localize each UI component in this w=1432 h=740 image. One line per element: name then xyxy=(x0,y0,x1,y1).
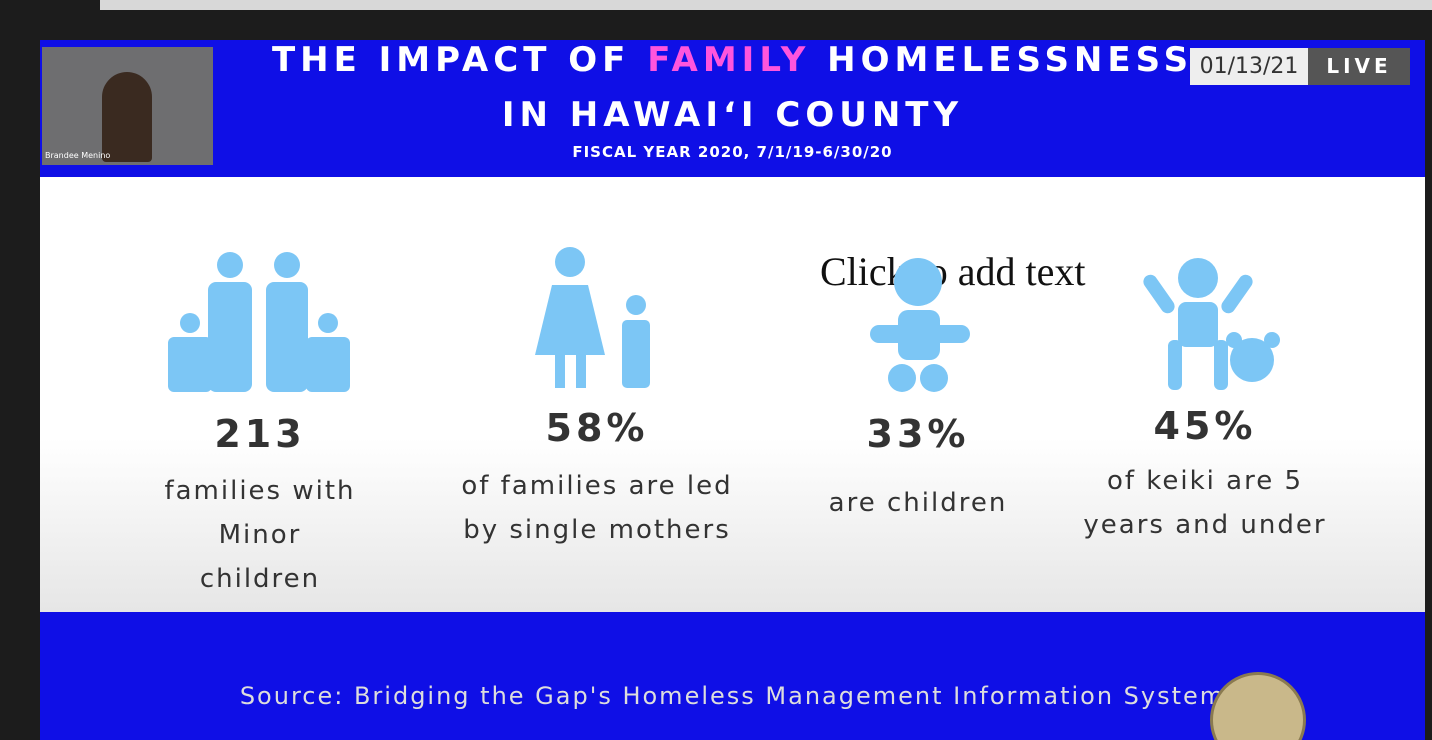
icons xyxy=(168,247,1280,392)
slide: THE IMPACT OF FAMILY HOMELESSNESS IN HAW… xyxy=(40,40,1425,740)
stat-value: 45% xyxy=(1153,404,1257,448)
stat-caption: are children xyxy=(828,488,1008,518)
stat-caption: children xyxy=(199,564,321,594)
family-icon xyxy=(168,252,350,392)
stat-caption: families with xyxy=(164,476,356,506)
source: Source: Bridging the Gap's Homeless Mana… xyxy=(239,682,1226,710)
stat-value: 33% xyxy=(866,412,970,456)
stat-caption: of keiki are 5 xyxy=(1106,466,1304,496)
stat-caption: of families are led xyxy=(461,471,733,501)
title-part: THE IMPACT OF xyxy=(271,40,631,80)
title: THE IMPACT OF FAMILY HOMELESSNESS xyxy=(40,40,1425,80)
date-badge: 01/13/21 xyxy=(1190,48,1308,85)
baby-icon xyxy=(870,258,970,392)
speaker-figure xyxy=(102,72,152,162)
title-part: HOMELESSNESS xyxy=(827,40,1194,80)
subtitle: FISCAL YEAR 2020, 7/1/19-6/30/20 xyxy=(572,143,893,161)
mother-child-icon xyxy=(535,247,650,388)
toddler-bear-icon xyxy=(1143,258,1280,390)
content-band xyxy=(40,177,1425,612)
top-strip xyxy=(100,0,1432,10)
stat-caption: years and under xyxy=(1083,510,1327,540)
stat-caption: by single mothers xyxy=(463,515,731,545)
stat-caption: Minor xyxy=(218,520,302,550)
footer-band xyxy=(40,612,1425,740)
speaker-video[interactable]: Brandee Menino xyxy=(42,47,213,165)
title-highlight: FAMILY xyxy=(647,40,811,80)
live-badge: LIVE xyxy=(1308,48,1410,85)
placeholder: Click to add text xyxy=(820,249,1086,294)
title-line2: IN HAWAI‘I COUNTY xyxy=(501,95,964,135)
stat-value: 213 xyxy=(214,412,306,456)
stat-value: 58% xyxy=(545,406,649,450)
speaker-name: Brandee Menino xyxy=(45,151,111,160)
